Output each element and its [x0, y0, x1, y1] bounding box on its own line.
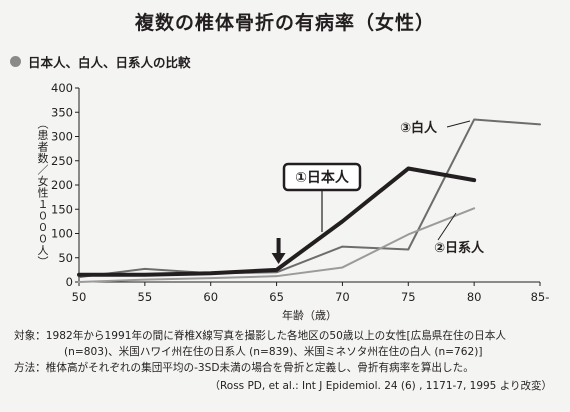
x-tick-label: 65	[269, 290, 284, 304]
x-tick-label: 50	[72, 290, 87, 304]
annotation-leader	[437, 212, 457, 241]
y-tick-label: 150	[51, 202, 73, 216]
x-tick-label: 85-	[531, 290, 550, 304]
annotation-white: ③白人	[400, 120, 438, 136]
subtitle-text: 日本人、白人、日系人の比較	[28, 55, 191, 70]
note-line-1: 対象：1982年から1991年の間に脊椎X線写真を撮影した各地区の50歳以上の女…	[14, 330, 506, 342]
y-tick-label: 100	[51, 227, 73, 241]
series-line	[77, 166, 477, 277]
y-tick-label: 300	[51, 130, 73, 144]
down-arrow-head	[271, 253, 286, 264]
y-axis-label: （患者数／女性１０００人）	[36, 118, 49, 268]
x-tick-label: 75	[401, 290, 416, 304]
bullet-dot	[10, 56, 21, 67]
y-tick-label: 350	[51, 105, 73, 119]
chart-title: 複数の椎体骨折の有病率（女性）	[134, 12, 435, 34]
x-axis-label: 年齢（歳）	[282, 308, 337, 322]
y-tick-label: 400	[51, 81, 73, 95]
chart-subtitle: 日本人、白人、日系人の比較	[10, 52, 191, 71]
series-line	[78, 118, 541, 279]
y-tick-label: 50	[58, 251, 73, 265]
note-line-2: (n=803)、米国ハワイ州在住の日系人 (n=839)、米国ミネソタ州在住の白…	[64, 346, 483, 358]
annotation-leader	[446, 120, 471, 128]
y-tick-label: 0	[66, 275, 73, 289]
annotation-japanese: ①日本人	[295, 169, 350, 186]
x-tick-label: 55	[138, 290, 153, 304]
y-tick-label: 250	[51, 154, 73, 168]
source-citation: （Ross PD, et al.: Int J Epidemiol. 24 (6…	[209, 380, 552, 392]
note-line-3: 方法：椎体高がそれぞれの集団平均の-3SD未満の場合を骨折と定義し、骨折有病率を…	[14, 362, 474, 374]
y-tick-label: 200	[51, 178, 73, 192]
annotation-japanese-american: ②日系人	[434, 240, 485, 256]
x-tick-label: 80	[467, 290, 482, 304]
x-tick-label: 60	[203, 290, 218, 304]
x-tick-label: 70	[335, 290, 350, 304]
series-line	[78, 207, 476, 283]
notes: 対象：1982年から1991年の間に脊椎X線写真を撮影した各地区の50歳以上の女…	[14, 328, 506, 376]
